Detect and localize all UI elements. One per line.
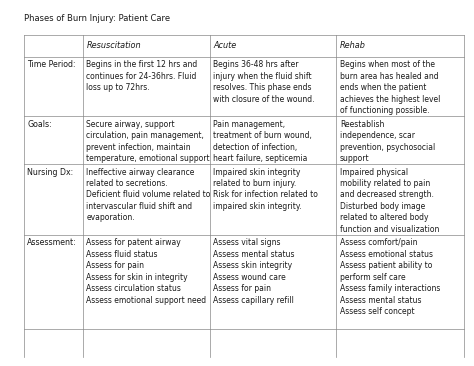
Text: Nursing Dx:: Nursing Dx: — [27, 168, 73, 176]
Text: Time Period:: Time Period: — [27, 60, 75, 69]
Text: Begins 36-48 hrs after
injury when the fluid shift
resolves. This phase ends
wit: Begins 36-48 hrs after injury when the f… — [213, 60, 315, 104]
Text: Begins in the first 12 hrs and
continues for 24-36hrs. Fluid
loss up to 72hrs.: Begins in the first 12 hrs and continues… — [86, 60, 198, 92]
Text: Assessment:: Assessment: — [27, 238, 77, 247]
Text: Reestablish
independence, scar
prevention, psychosocial
support: Reestablish independence, scar preventio… — [340, 120, 435, 163]
Text: Impaired physical
mobility related to pain
and decreased strength.
Disturbed bod: Impaired physical mobility related to pa… — [340, 168, 439, 234]
Text: Phases of Burn Injury: Patient Care: Phases of Burn Injury: Patient Care — [24, 14, 170, 23]
Text: Assess for patent airway
Assess fluid status
Assess for pain
Assess for skin in : Assess for patent airway Assess fluid st… — [86, 238, 207, 305]
Text: Rehab: Rehab — [340, 41, 365, 50]
Text: Assess vital signs
Assess mental status
Assess skin integrity
Assess wound care
: Assess vital signs Assess mental status … — [213, 238, 294, 305]
Text: Acute: Acute — [213, 41, 237, 50]
Text: Pain management,
treatment of burn wound,
detection of infection,
heart failure,: Pain management, treatment of burn wound… — [213, 120, 312, 163]
Text: Assess comfort/pain
Assess emotional status
Assess patient ability to
perform se: Assess comfort/pain Assess emotional sta… — [340, 238, 440, 316]
Text: Resuscitation: Resuscitation — [86, 41, 141, 50]
Text: Begins when most of the
burn area has healed and
ends when the patient
achieves : Begins when most of the burn area has he… — [340, 60, 440, 115]
Text: Impaired skin integrity
related to burn injury.
Risk for infection related to
im: Impaired skin integrity related to burn … — [213, 168, 318, 211]
Text: Goals:: Goals: — [27, 120, 52, 129]
Text: Ineffective airway clearance
related to secretions.
Deficient fluid volume relat: Ineffective airway clearance related to … — [86, 168, 211, 223]
Text: Secure airway, support
circulation, pain management,
prevent infection, maintain: Secure airway, support circulation, pain… — [86, 120, 210, 163]
